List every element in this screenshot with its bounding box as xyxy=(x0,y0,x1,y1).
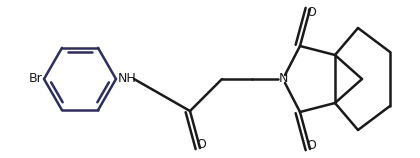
Text: O: O xyxy=(306,139,316,152)
Text: Br: Br xyxy=(28,73,42,85)
Text: N: N xyxy=(279,73,289,85)
Text: NH: NH xyxy=(118,73,137,85)
Text: O: O xyxy=(196,138,206,151)
Text: O: O xyxy=(306,6,316,19)
